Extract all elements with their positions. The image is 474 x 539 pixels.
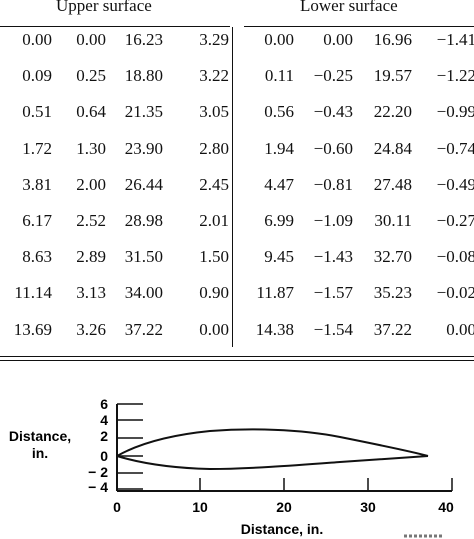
lower-table-cell: −0.99 — [436, 102, 474, 122]
y-tick-label: 0 — [100, 448, 108, 464]
upper-table-cell: 28.98 — [124, 211, 163, 230]
x-tick-label: 10 — [192, 499, 208, 515]
upper-table-cell: 0.90 — [199, 283, 229, 303]
upper-table-cell: 3.26 — [76, 319, 106, 339]
lower-table-cell: −1.09 — [313, 211, 353, 230]
lower-table-cell: 9.45 — [264, 247, 294, 267]
lower-table-cell: −0.60 — [313, 138, 353, 158]
lower-table-cell: 6.99 — [264, 211, 294, 230]
upper-table-cell: 1.30 — [76, 138, 106, 158]
upper-table-cell: 0.64 — [76, 102, 106, 122]
airfoil-upper-surface — [116, 428, 429, 457]
lower-table-cell: −0.08 — [436, 247, 474, 267]
upper-table-cell: 31.50 — [124, 247, 163, 267]
lower-table-cell: 37.22 — [373, 319, 412, 339]
upper-table-cell: 3.13 — [76, 283, 106, 303]
upper-table-cell: 3.81 — [22, 174, 52, 194]
lower-table-cell: −0.27 — [436, 211, 474, 230]
lower-table-cell: −0.81 — [313, 174, 353, 194]
upper-table-cell: 0.09 — [22, 66, 52, 86]
y-tick-label: 4 — [100, 412, 108, 428]
lower-table-cell: 32.70 — [373, 247, 412, 267]
x-tick-label: 0 — [113, 499, 121, 515]
x-tick-label: 30 — [360, 499, 376, 515]
y-axis-label: Distance, — [9, 428, 71, 444]
x-tick-label: 20 — [276, 499, 292, 515]
column-separator — [232, 27, 233, 347]
lower-table-cell: −1.41 — [436, 30, 474, 49]
upper-table-cell: 37.22 — [124, 319, 163, 339]
upper-table-cell: 26.44 — [124, 174, 163, 194]
lower-table-cell: 4.47 — [264, 174, 294, 194]
table-bottom-rule-2 — [0, 360, 474, 361]
lower-header-rule — [244, 26, 474, 27]
upper-table-cell: 2.00 — [76, 174, 106, 194]
upper-table-cell: 0.00 — [76, 30, 106, 49]
upper-table-cell: 3.29 — [199, 30, 229, 49]
upper-table-cell: 2.89 — [76, 247, 106, 267]
lower-table-cell: 14.38 — [255, 319, 294, 339]
lower-surface-header: Lower surface — [300, 0, 398, 15]
lower-table-cell: −0.43 — [313, 102, 353, 122]
upper-table-cell: 16.23 — [124, 30, 163, 49]
lower-table-cell: −0.74 — [436, 138, 474, 158]
y-tick-label: − 2 — [88, 464, 108, 480]
upper-header-rule — [0, 26, 230, 27]
upper-table-cell: 0.51 — [22, 102, 52, 122]
upper-table-cell: 34.00 — [124, 283, 163, 303]
lower-table-cell: 22.20 — [373, 102, 412, 122]
lower-table-cell: −1.54 — [313, 319, 353, 339]
lower-table-cell: −0.02 — [436, 283, 474, 303]
upper-table-cell: 2.01 — [199, 211, 229, 230]
lower-table-cell: 0.00 — [264, 30, 294, 49]
y-tick-label: − 4 — [88, 479, 108, 495]
upper-table-cell: 1.72 — [22, 138, 52, 158]
upper-table-cell: 2.52 — [76, 211, 106, 230]
upper-table-cell: 3.05 — [199, 102, 229, 122]
lower-table-cell: 19.57 — [373, 66, 412, 86]
y-tick-label: 6 — [100, 396, 108, 412]
lower-table-cell: 0.11 — [264, 66, 294, 86]
upper-table-cell: 0.00 — [199, 319, 229, 339]
lower-table-cell: −1.43 — [313, 247, 353, 267]
x-axis-label: Distance, in. — [241, 521, 323, 537]
x-tick-label: 40 — [438, 499, 454, 515]
upper-table-cell: 11.14 — [14, 283, 52, 303]
lower-table-cell: −0.49 — [436, 174, 474, 194]
airfoil-figure: Distance, in. 6 4 2 0 − 2 − 4 0 10 20 30… — [9, 396, 454, 538]
upper-table-cell: 21.35 — [124, 102, 163, 122]
upper-table-cell: 0.25 — [76, 66, 106, 86]
lower-table-cell: 35.23 — [373, 283, 412, 303]
upper-table-cell: 6.17 — [22, 211, 52, 230]
lower-table-cell: 1.94 — [264, 138, 294, 158]
lower-table-cell: 27.48 — [373, 174, 412, 194]
lower-table-cell: 0.00 — [323, 30, 353, 49]
lower-table-cell: 0.56 — [264, 102, 294, 122]
lower-table-cell: −1.57 — [313, 283, 353, 303]
lower-table-cell: 0.00 — [446, 319, 474, 339]
upper-table-cell: 8.63 — [22, 247, 52, 267]
lower-table-cell: 11.87 — [256, 283, 294, 303]
upper-table-cell: 3.22 — [199, 66, 229, 86]
lower-table-cell: 16.96 — [373, 30, 412, 49]
lower-table-cell: −0.25 — [313, 66, 353, 86]
lower-table-cell: 30.11 — [374, 211, 412, 230]
upper-table-cell: 0.00 — [22, 30, 52, 49]
upper-table-cell: 23.90 — [124, 138, 163, 158]
upper-table-cell: 18.80 — [124, 66, 163, 86]
upper-table-cell: 2.80 — [199, 138, 229, 158]
upper-table-cell: 1.50 — [199, 247, 229, 267]
lower-table-cell: 24.84 — [373, 138, 412, 158]
y-tick-label: 2 — [100, 428, 108, 444]
y-axis-label-unit: in. — [32, 445, 48, 461]
lower-table-cell: −1.22 — [436, 66, 474, 86]
table-bottom-rule — [0, 356, 474, 357]
upper-surface-header: Upper surface — [56, 0, 152, 15]
upper-table-cell: 13.69 — [13, 319, 52, 339]
airfoil-lower-surface — [116, 455, 429, 471]
upper-table-cell: 2.45 — [199, 174, 229, 194]
